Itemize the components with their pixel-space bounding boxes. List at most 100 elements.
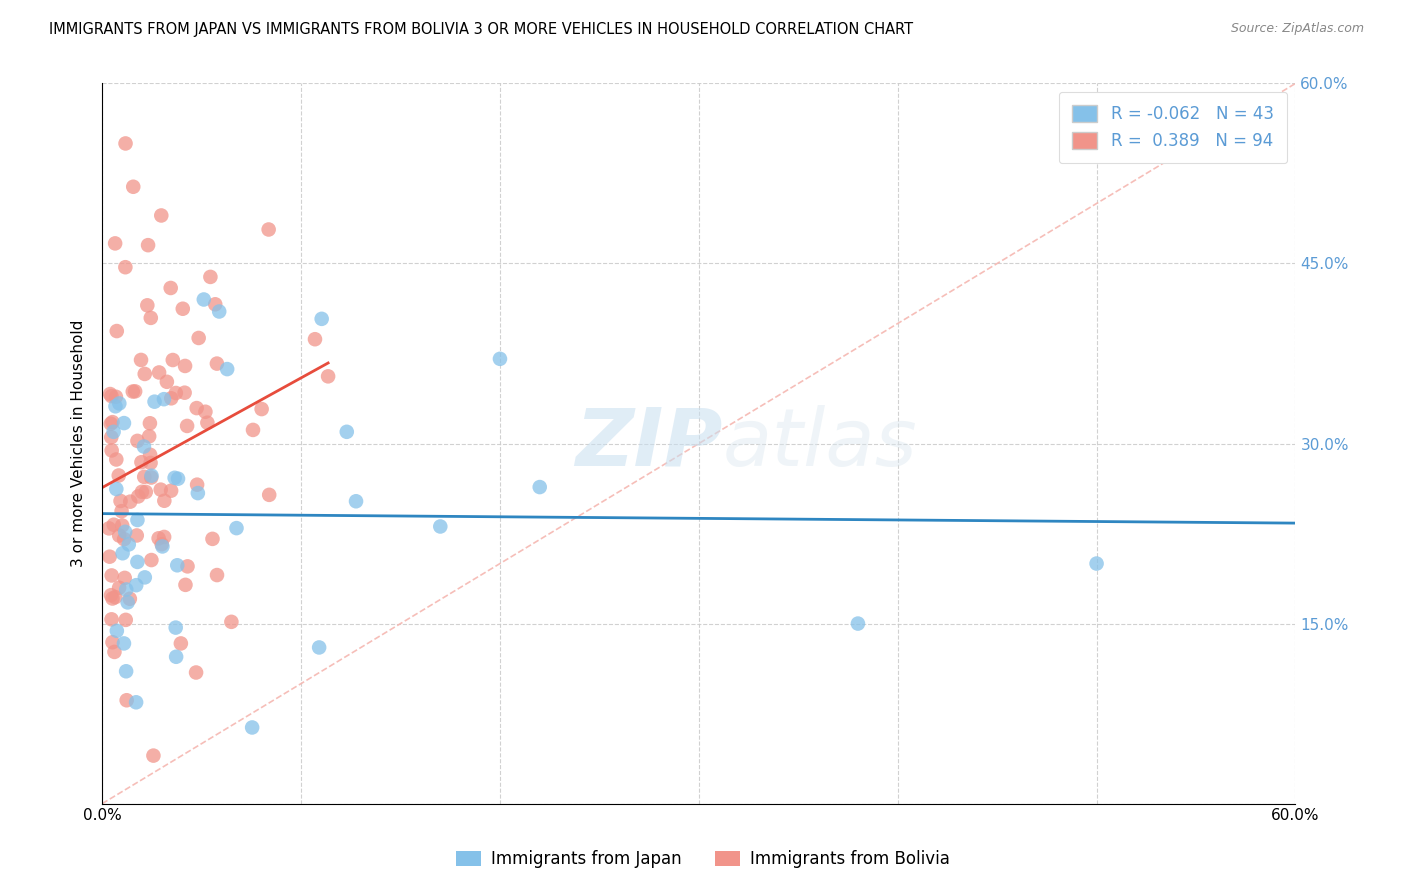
- Point: [139, 310, 162, 325]
- Point: [143, 394, 166, 409]
- Text: Source: ZipAtlas.com: Source: ZipAtlas.com: [1230, 22, 1364, 36]
- Point: [118, 591, 141, 606]
- Point: [101, 591, 124, 606]
- Point: [122, 179, 145, 194]
- Point: [311, 311, 333, 326]
- Point: [134, 570, 156, 584]
- Point: [125, 695, 148, 709]
- Y-axis label: 3 or more Vehicles in Household: 3 or more Vehicles in Household: [72, 320, 86, 567]
- Point: [148, 366, 170, 380]
- Point: [124, 384, 146, 399]
- Point: [165, 386, 187, 401]
- Point: [100, 430, 122, 444]
- Point: [200, 269, 222, 284]
- Point: [108, 581, 131, 595]
- Point: [105, 482, 128, 496]
- Point: [100, 612, 122, 626]
- Point: [127, 434, 149, 448]
- Point: [115, 693, 138, 707]
- Point: [141, 468, 163, 483]
- Point: [205, 357, 228, 371]
- Point: [125, 578, 148, 592]
- Point: [104, 236, 127, 251]
- Point: [304, 332, 326, 346]
- Point: [141, 553, 163, 567]
- Legend: R = -0.062   N = 43, R =  0.389   N = 94: R = -0.062 N = 43, R = 0.389 N = 94: [1059, 92, 1286, 163]
- Point: [197, 416, 219, 430]
- Point: [104, 390, 127, 404]
- Point: [159, 281, 181, 295]
- Point: [163, 471, 186, 485]
- Point: [127, 490, 149, 504]
- Point: [121, 384, 143, 399]
- Point: [217, 362, 239, 376]
- Text: atlas: atlas: [723, 405, 918, 483]
- Point: [114, 136, 136, 151]
- Point: [110, 494, 132, 508]
- Point: [148, 531, 170, 545]
- Text: ZIP: ZIP: [575, 405, 723, 483]
- Point: [132, 440, 155, 454]
- Point: [205, 568, 228, 582]
- Point: [117, 595, 139, 609]
- Point: [134, 367, 156, 381]
- Point: [114, 524, 136, 539]
- Point: [176, 559, 198, 574]
- Point: [127, 513, 149, 527]
- Point: [139, 417, 162, 431]
- Point: [316, 369, 339, 384]
- Point: [489, 351, 512, 366]
- Point: [115, 665, 138, 679]
- Point: [153, 530, 176, 544]
- Point: [127, 555, 149, 569]
- Point: [187, 486, 209, 500]
- Point: [101, 635, 124, 649]
- Point: [166, 558, 188, 573]
- Text: IMMIGRANTS FROM JAPAN VS IMMIGRANTS FROM BOLIVIA 3 OR MORE VEHICLES IN HOUSEHOLD: IMMIGRANTS FROM JAPAN VS IMMIGRANTS FROM…: [49, 22, 914, 37]
- Point: [257, 488, 280, 502]
- Point: [152, 540, 174, 554]
- Point: [150, 537, 173, 551]
- Point: [173, 385, 195, 400]
- Point: [336, 425, 359, 439]
- Point: [129, 353, 152, 368]
- Point: [112, 416, 135, 430]
- Point: [100, 417, 122, 431]
- Point: [257, 222, 280, 236]
- Point: [141, 470, 163, 484]
- Point: [167, 472, 190, 486]
- Point: [160, 483, 183, 498]
- Point: [104, 590, 127, 604]
- Point: [101, 415, 124, 429]
- Point: [165, 649, 187, 664]
- Point: [104, 400, 127, 414]
- Point: [103, 645, 125, 659]
- Point: [170, 636, 193, 650]
- Point: [107, 468, 129, 483]
- Point: [1085, 557, 1108, 571]
- Point: [98, 387, 121, 401]
- Point: [100, 588, 122, 602]
- Point: [108, 528, 131, 542]
- Point: [111, 518, 134, 533]
- Point: [112, 532, 135, 546]
- Point: [174, 359, 197, 373]
- Point: [153, 392, 176, 407]
- Point: [105, 452, 128, 467]
- Point: [240, 721, 263, 735]
- Point: [186, 401, 208, 415]
- Point: [162, 353, 184, 368]
- Point: [529, 480, 551, 494]
- Point: [165, 621, 187, 635]
- Point: [114, 260, 136, 275]
- Point: [250, 402, 273, 417]
- Point: [105, 624, 128, 638]
- Point: [131, 455, 153, 469]
- Point: [193, 293, 215, 307]
- Point: [136, 238, 159, 252]
- Point: [187, 331, 209, 345]
- Point: [125, 528, 148, 542]
- Point: [221, 615, 243, 629]
- Point: [111, 546, 134, 560]
- Point: [105, 324, 128, 338]
